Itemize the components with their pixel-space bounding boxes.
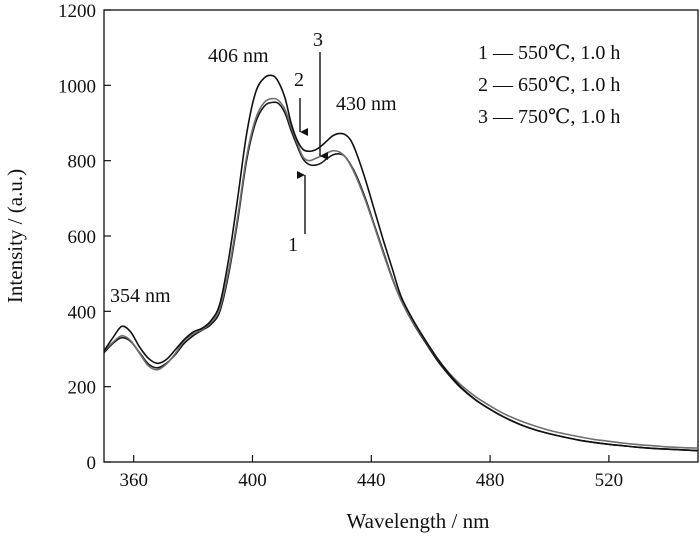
annotation-peak-406: 406 nm bbox=[208, 45, 269, 67]
x-axis-title: Wavelength / nm bbox=[347, 509, 490, 533]
series-line-3 bbox=[103, 74, 699, 452]
x-tick-label-360: 360 bbox=[119, 470, 148, 491]
y-tick-label-1000: 1000 bbox=[58, 76, 96, 97]
y-tick-label-1200: 1200 bbox=[58, 1, 96, 22]
marker-label-2: 2 bbox=[294, 69, 304, 91]
y-axis-ticks: 0 200 400 600 800 1000 1200 bbox=[58, 1, 111, 474]
y-tick-label-600: 600 bbox=[68, 227, 97, 248]
annotation-peak-354: 354 nm bbox=[110, 285, 171, 307]
x-axis-ticks: 360 400 440 480 520 bbox=[119, 455, 623, 491]
x-tick-label-520: 520 bbox=[595, 470, 624, 491]
marker-label-1: 1 bbox=[288, 234, 298, 256]
series-line-2 bbox=[103, 97, 699, 449]
legend-entry-1: 1 — 550℃, 1.0 h bbox=[478, 42, 620, 64]
x-tick-label-400: 400 bbox=[238, 470, 267, 491]
series-layer bbox=[103, 74, 699, 452]
legend: 1 — 550℃, 1.0 h 2 — 650℃, 1.0 h 3 — 750℃… bbox=[478, 42, 620, 128]
y-axis-title: Intensity / (a.u.) bbox=[3, 169, 27, 303]
y-tick-label-0: 0 bbox=[87, 453, 97, 474]
x-tick-label-440: 440 bbox=[357, 470, 386, 491]
y-tick-label-800: 800 bbox=[68, 152, 97, 173]
legend-entry-3: 3 — 750℃, 1.0 h bbox=[478, 106, 620, 128]
legend-entry-2: 2 — 650℃, 1.0 h bbox=[478, 74, 620, 96]
annotation-peak-430: 430 nm bbox=[336, 93, 397, 115]
x-tick-label-480: 480 bbox=[476, 470, 505, 491]
series-line-1 bbox=[103, 101, 699, 452]
y-tick-label-400: 400 bbox=[68, 302, 97, 323]
marker-label-3: 3 bbox=[313, 29, 323, 51]
y-tick-label-200: 200 bbox=[68, 378, 97, 399]
